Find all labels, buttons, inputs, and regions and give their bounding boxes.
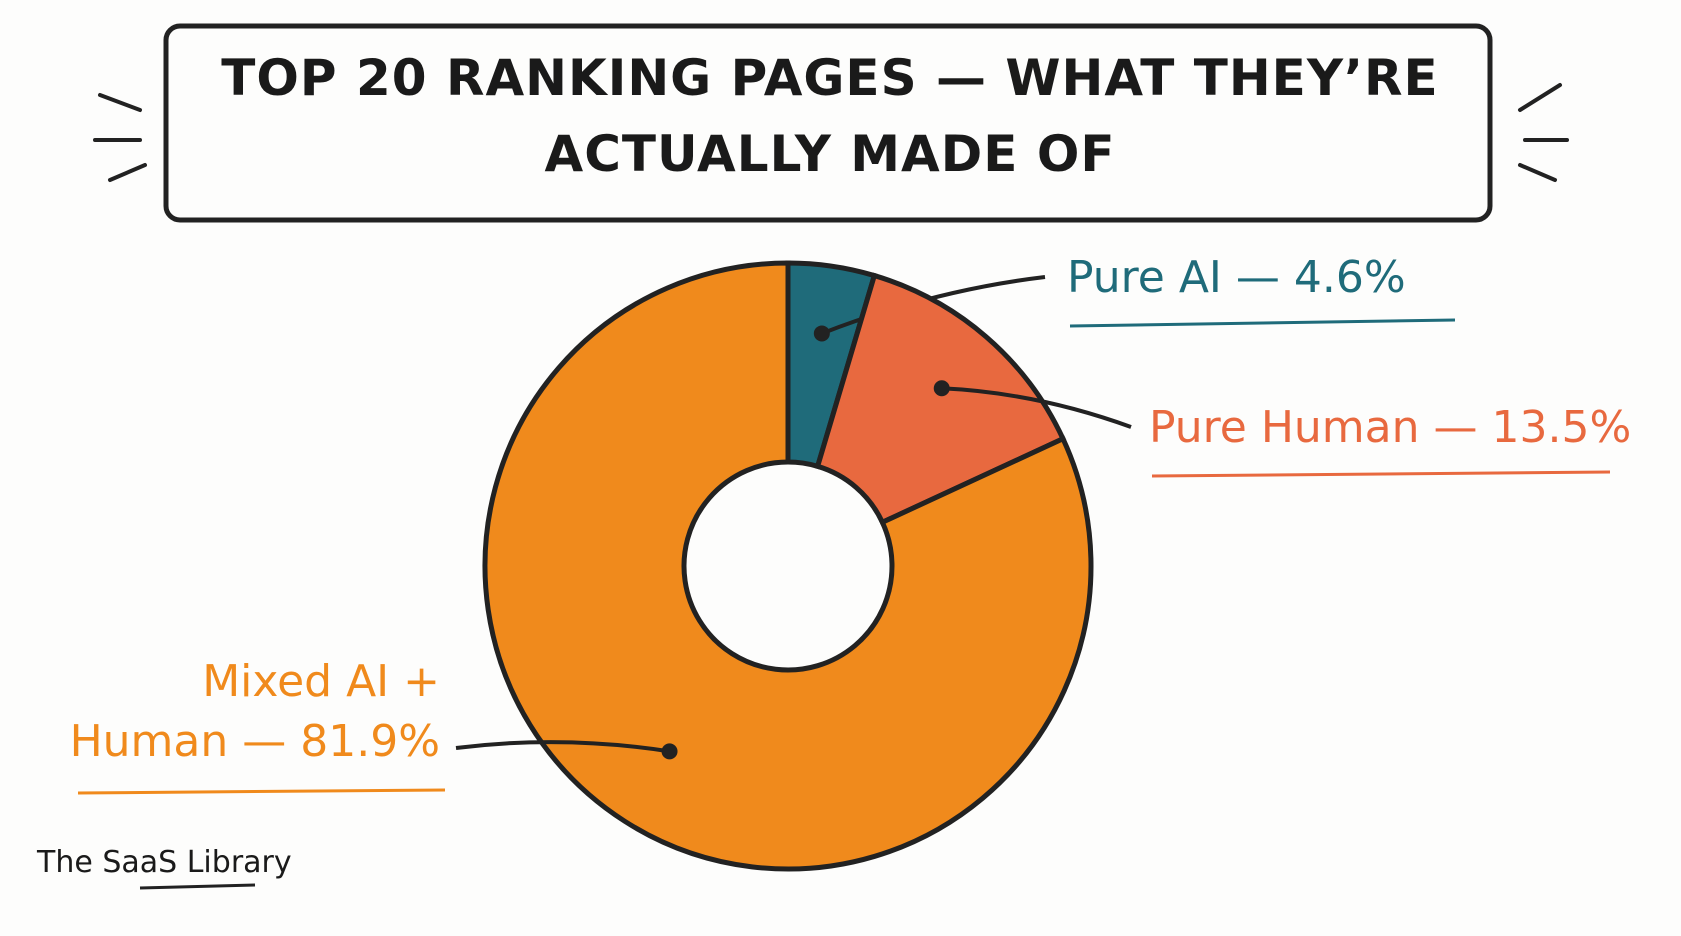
leader-dot (933, 380, 950, 397)
credit-underline (139, 883, 256, 890)
data-label: Mixed AI + Human — 81.9% (69, 656, 440, 767)
slice (814, 272, 1067, 526)
credit: The SaaS Library (37, 845, 292, 880)
leader-line (455, 740, 670, 754)
slice (482, 260, 1094, 872)
leader-line (941, 386, 1132, 429)
leader-dot (813, 325, 830, 342)
chart-title: TOP 20 RANKING PAGES — WHAT THEY’RE ACTU… (221, 49, 1439, 183)
data-label: Pure AI — 4.6% (1067, 252, 1406, 303)
leader-dot (661, 743, 678, 760)
decor (93, 83, 1569, 182)
underlines (77, 318, 1611, 795)
title-frame (163, 23, 1493, 223)
data-label: Pure Human — 13.5% (1149, 402, 1632, 453)
